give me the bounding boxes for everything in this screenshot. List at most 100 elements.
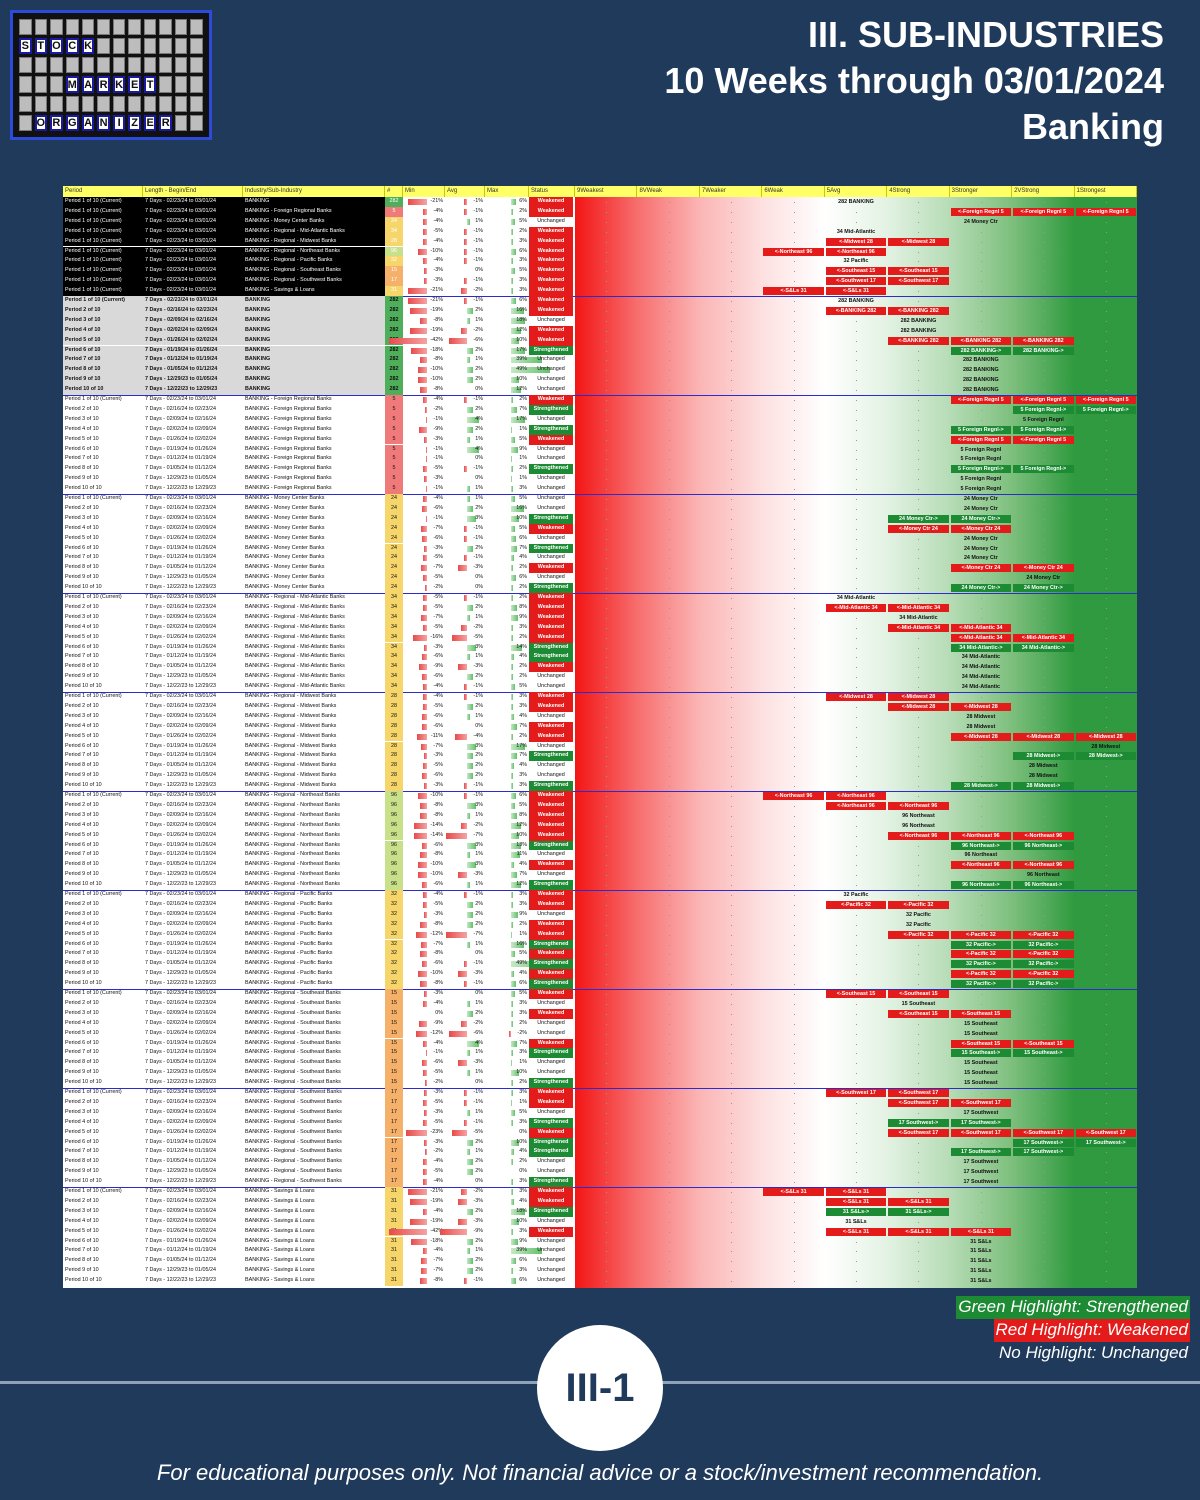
zone-dot — [793, 1053, 795, 1055]
length-cell: 7 Days - 01/19/24 to 01/26/24 — [145, 1138, 217, 1145]
min-cell: -7% — [433, 524, 443, 531]
logo-letter-tile: K — [112, 76, 126, 93]
rank-marker: <-Foreign Regnl 5 — [1075, 207, 1136, 216]
industry-cell: BANKING - Foreign Regional Banks — [245, 465, 332, 472]
count-cell: 31 — [391, 1237, 397, 1244]
table-row: Period 6 of 10 7 Days - 01/19/24 to 01/26… — [63, 741, 1137, 752]
max-cell: 6% — [519, 1277, 527, 1284]
zone-dot — [731, 1083, 733, 1085]
max-bar — [511, 1179, 514, 1186]
zone-dot — [980, 875, 982, 877]
zone-dot — [1105, 320, 1107, 322]
max-cell: 6% — [519, 574, 527, 581]
length-cell: 7 Days - 02/16/24 to 02/23/24 — [145, 1098, 217, 1105]
zone-dot — [793, 1023, 795, 1025]
row-highlight — [63, 256, 385, 267]
zone-dot — [606, 796, 608, 797]
logo-letter-tile: A — [81, 114, 95, 131]
min-bar — [389, 1228, 427, 1235]
column-header[interactable]: 7Weaker — [700, 186, 763, 197]
zone-dot — [1105, 370, 1107, 372]
column-header[interactable]: 1Strongest — [1075, 186, 1137, 197]
table-row: Period 4 of 10 7 Days - 02/02/24 to 02/09… — [63, 1216, 1137, 1227]
zone-dot — [856, 1013, 857, 1015]
length-cell: 7 Days - 12/29/23 to 01/05/24 — [145, 970, 217, 977]
period-cell: Period 1 of 10 (Current) — [65, 237, 122, 244]
period-cell: Period 2 of 10 — [65, 999, 99, 1006]
column-header[interactable]: 2VStrong — [1012, 186, 1075, 197]
column-header[interactable]: Status — [529, 186, 575, 197]
zone-dot — [918, 1023, 920, 1025]
zone-dot — [731, 984, 733, 986]
column-header[interactable]: 8VWeak — [637, 186, 700, 197]
zone-dot — [606, 469, 608, 471]
max-bar — [511, 901, 514, 908]
industry-cell: BANKING - Regional - Mid-Atlantic Banks — [245, 683, 345, 690]
column-header[interactable]: Max — [485, 186, 529, 197]
max-cell: 6% — [519, 534, 527, 541]
status-badge: Unchanged — [537, 1257, 565, 1264]
zone-dot — [980, 310, 982, 312]
zone-dot — [793, 697, 795, 698]
min-bar — [422, 1070, 427, 1077]
zone-dot — [793, 716, 795, 718]
zone-dot — [793, 588, 795, 590]
industry-cell: BANKING - Regional - Northeast Banks — [245, 881, 340, 888]
rank-marker: <-Southwest 17 — [1075, 1128, 1136, 1137]
min-cell: -10% — [430, 792, 443, 798]
max-bar — [509, 1030, 511, 1037]
zone-dot — [731, 726, 733, 728]
column-header[interactable]: 4Strong — [887, 186, 950, 197]
min-bar — [426, 515, 427, 522]
zone-dot — [918, 548, 920, 550]
column-header[interactable]: 9Weakest — [575, 186, 638, 197]
column-header[interactable]: 5Avg — [825, 186, 888, 197]
rank-marker: 17 Southwest-> — [1013, 1148, 1074, 1157]
zone-dot — [731, 1093, 733, 1094]
column-header[interactable]: # — [385, 186, 403, 197]
zone-dot — [918, 370, 920, 372]
zone-dot — [668, 924, 670, 926]
column-header[interactable]: Industry/Sub-Industry — [243, 186, 385, 197]
max-cell: 39% — [516, 356, 527, 363]
column-header[interactable]: Avg — [445, 186, 485, 197]
zone-dot — [856, 835, 857, 837]
length-cell: 7 Days - 02/16/24 to 02/23/24 — [145, 306, 218, 313]
max-bar — [511, 664, 513, 671]
rank-marker: 282 BANKING — [838, 199, 874, 205]
count-fill — [385, 355, 403, 366]
count-cell: 31 — [391, 1277, 397, 1284]
column-header[interactable]: Period — [63, 186, 143, 197]
column-header[interactable]: Min — [403, 186, 445, 197]
logo-tile — [81, 19, 95, 36]
avg-cell: 2% — [475, 1257, 483, 1264]
rank-marker: <-Foreign Regnl 5 — [1075, 396, 1136, 404]
industry-cell: BANKING - Savings & Loans — [245, 287, 315, 294]
rank-marker: 17 Southwest-> — [950, 1118, 1012, 1127]
count-fill — [385, 850, 403, 861]
status-badge: Unchanged — [537, 495, 565, 501]
column-header[interactable]: Length - Begin/End — [143, 186, 243, 197]
length-cell: 7 Days - 02/02/24 to 02/09/24 — [145, 425, 217, 432]
count-cell: 96 — [391, 247, 397, 254]
avg-cell: 1% — [475, 999, 483, 1006]
avg-cell: 0% — [475, 722, 483, 729]
min-bar — [421, 713, 427, 720]
zone-dot — [856, 964, 857, 966]
max-cell: 2% — [519, 594, 527, 600]
avg-bar — [464, 783, 467, 790]
max-cell: 7% — [519, 1039, 527, 1046]
max-cell: 10% — [516, 514, 527, 521]
max-cell: 7% — [519, 544, 527, 551]
column-header[interactable]: 3Stronger — [950, 186, 1013, 197]
min-bar — [418, 367, 427, 374]
zone-dot — [731, 1231, 733, 1233]
industry-cell: BANKING - Regional - Southwest Banks — [245, 1138, 342, 1145]
status-badge: Weakened — [529, 206, 573, 217]
table-row: Period 5 of 10 7 Days - 01/26/24 to 02/02… — [63, 434, 1137, 445]
zone-dot — [668, 786, 670, 788]
zone-dot — [1043, 726, 1045, 728]
zone-dot — [793, 914, 795, 916]
industry-cell: BANKING - Regional - Pacific Banks — [245, 257, 333, 264]
column-header[interactable]: 6Weak — [762, 186, 825, 197]
